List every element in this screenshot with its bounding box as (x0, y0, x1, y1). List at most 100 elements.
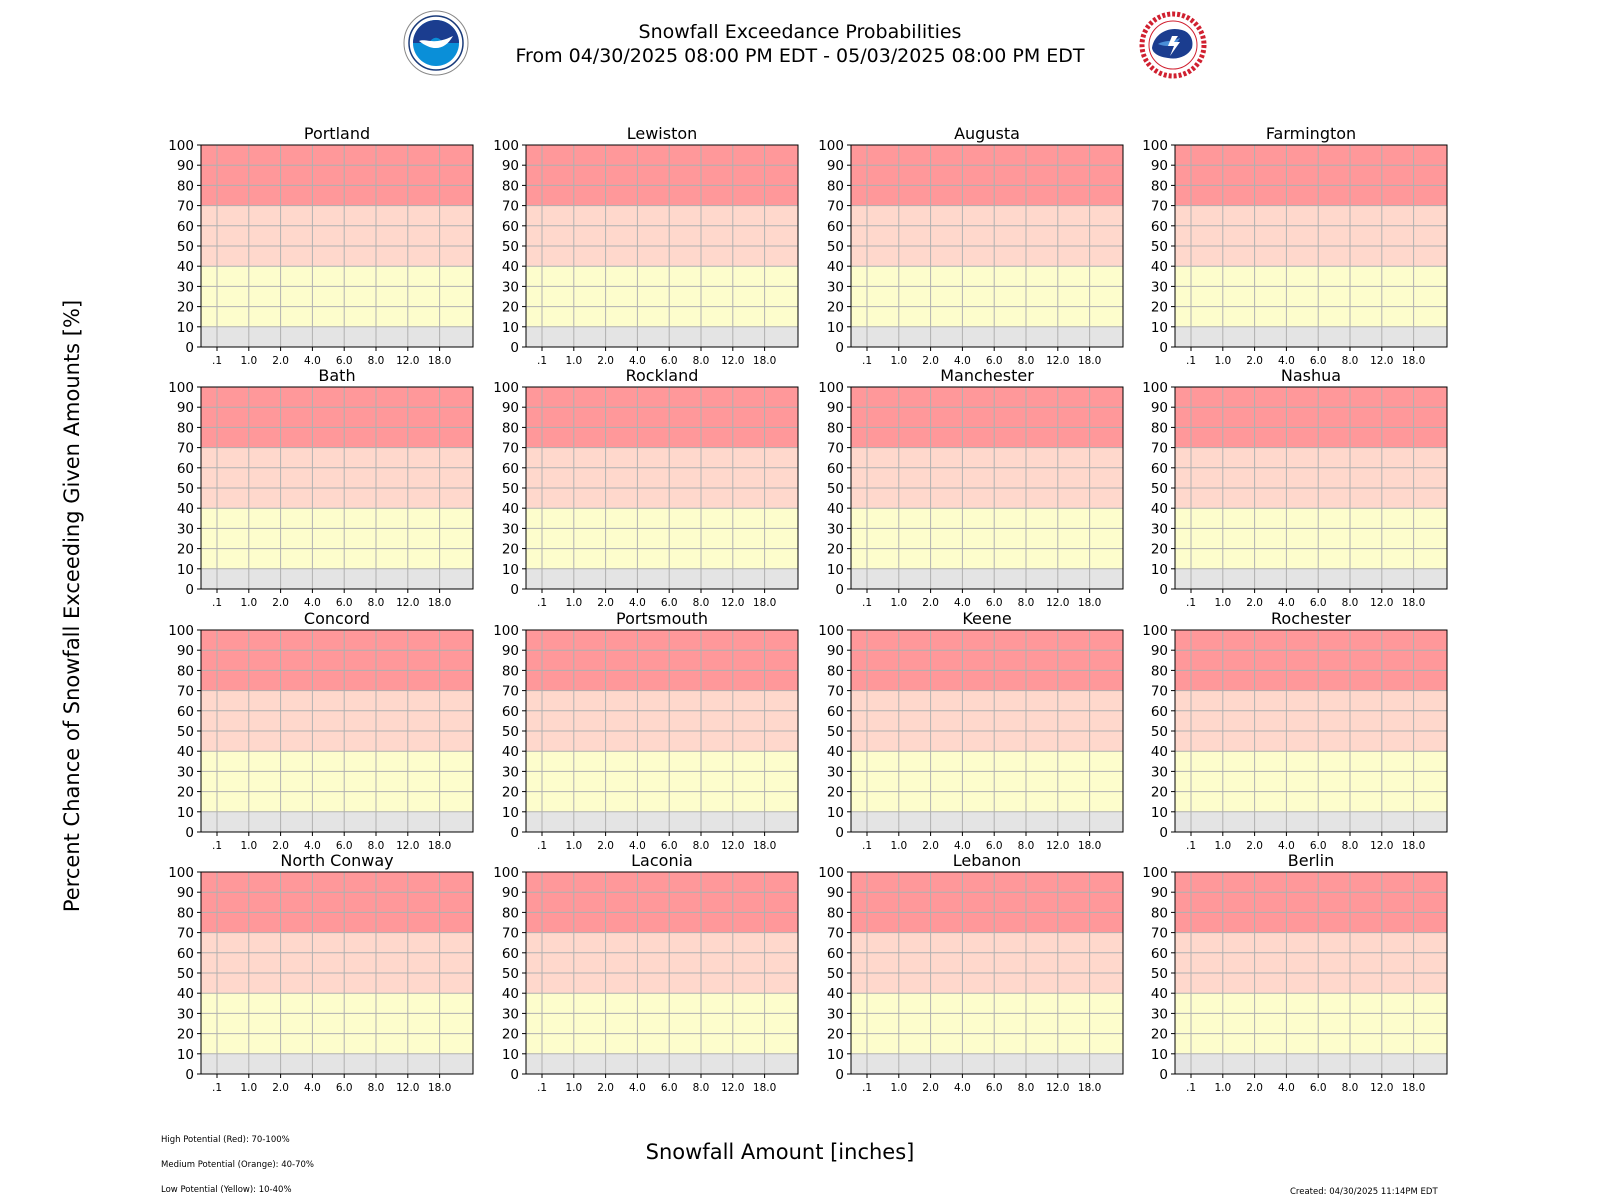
y-tick-label: 0 (510, 825, 519, 841)
chart-title: Snowfall Exceedance Probabilities (638, 21, 962, 43)
x-tick-label: 2.0 (597, 597, 614, 609)
y-tick-label: 0 (510, 582, 519, 598)
potential-band (851, 1053, 1123, 1074)
y-tick-label: 90 (502, 643, 519, 659)
x-tick-label: .1 (537, 355, 547, 367)
x-tick-label: .1 (537, 597, 547, 609)
y-tick-label: 30 (1151, 521, 1168, 537)
y-tick-label: 0 (1159, 340, 1168, 356)
y-tick-label: 20 (827, 300, 844, 316)
station-panel: 0 10 20 30 40 50 60 70 80 90 100 .1 1.0 2.0 4.0 6.0 8.0 1… (168, 124, 474, 367)
station-panel: 0 10 20 30 40 50 60 70 80 90 100 .1 1.0 2.0 4.0 6.0 8.0 1… (818, 366, 1124, 609)
legend-medium: Medium Potential (Orange): 40-70% (161, 1160, 315, 1170)
y-tick-label: 10 (827, 805, 844, 821)
y-tick-label: 10 (177, 562, 194, 578)
potential-band (1175, 811, 1447, 832)
y-tick-label: 10 (502, 562, 519, 578)
x-tick-label: 12.0 (1046, 1082, 1069, 1094)
potential-band (1175, 447, 1447, 509)
station-panel: 0 10 20 30 40 50 60 70 80 90 100 .1 1.0 2.0 4.0 6.0 8.0 1… (1142, 609, 1448, 852)
potential-band (1175, 326, 1447, 347)
potential-band (851, 266, 1123, 327)
potential-band (526, 872, 798, 933)
station-title: Laconia (631, 851, 693, 870)
y-tick-label: 40 (502, 986, 519, 1002)
y-tick-label: 10 (1151, 562, 1168, 578)
y-tick-label: 0 (510, 340, 519, 356)
y-tick-label: 0 (510, 1067, 519, 1083)
y-tick-label: 20 (177, 1027, 194, 1043)
x-tick-label: 12.0 (721, 1082, 744, 1094)
y-tick-label: 80 (827, 420, 844, 436)
station-title: Bath (318, 366, 355, 385)
y-tick-label: 50 (502, 239, 519, 255)
x-tick-label: 4.0 (304, 1082, 321, 1094)
x-tick-label: .1 (1186, 840, 1196, 852)
potential-band (201, 932, 473, 994)
x-tick-label: 18.0 (428, 355, 451, 367)
potential-band (201, 1053, 473, 1074)
y-tick-label: 50 (502, 966, 519, 982)
y-tick-label: 50 (1151, 966, 1168, 982)
x-tick-label: .1 (537, 1082, 547, 1094)
potential-band (201, 387, 473, 448)
y-tick-label: 20 (502, 542, 519, 558)
y-tick-label: 100 (168, 138, 194, 154)
y-tick-label: 40 (1151, 986, 1168, 1002)
x-tick-label: 6.0 (1310, 1082, 1327, 1094)
y-tick-label: 60 (502, 946, 519, 962)
potential-band (201, 690, 473, 752)
y-tick-label: 60 (502, 704, 519, 720)
potential-band (851, 630, 1123, 691)
x-tick-label: 18.0 (1078, 597, 1101, 609)
y-tick-label: 90 (1151, 158, 1168, 174)
x-tick-label: 12.0 (721, 597, 744, 609)
y-tick-label: 90 (827, 400, 844, 416)
y-tick-label: 0 (835, 825, 844, 841)
y-tick-label: 100 (818, 138, 844, 154)
potential-band (851, 326, 1123, 347)
legend-high: High Potential (Red): 70-100% (161, 1135, 290, 1145)
station-title: Berlin (1288, 851, 1334, 870)
y-tick-label: 70 (1151, 441, 1168, 457)
y-tick-label: 40 (1151, 501, 1168, 517)
y-tick-label: 80 (827, 178, 844, 194)
y-tick-label: 10 (502, 1047, 519, 1063)
y-tick-label: 30 (827, 764, 844, 780)
potential-band (526, 568, 798, 589)
y-tick-label: 20 (827, 542, 844, 558)
y-tick-label: 90 (177, 158, 194, 174)
x-tick-label: 8.0 (1342, 597, 1359, 609)
x-tick-label: 18.0 (1402, 840, 1425, 852)
x-tick-label: 12.0 (1046, 597, 1069, 609)
y-tick-label: 100 (1142, 138, 1168, 154)
y-tick-label: 90 (1151, 400, 1168, 416)
station-panel: 0 10 20 30 40 50 60 70 80 90 100 .1 1.0 2.0 4.0 6.0 8.0 1… (1142, 851, 1448, 1094)
y-tick-label: 60 (827, 219, 844, 235)
station-panel: 0 10 20 30 40 50 60 70 80 90 100 .1 1.0 2.0 4.0 6.0 8.0 1… (168, 851, 474, 1094)
x-tick-label: 18.0 (1402, 355, 1425, 367)
potential-band (851, 205, 1123, 267)
potential-band (526, 630, 798, 691)
x-tick-label: 2.0 (272, 355, 289, 367)
y-tick-label: 10 (502, 805, 519, 821)
y-tick-label: 50 (502, 724, 519, 740)
y-tick-label: 10 (1151, 805, 1168, 821)
y-tick-label: 20 (1151, 300, 1168, 316)
y-tick-label: 60 (177, 219, 194, 235)
y-tick-label: 30 (177, 521, 194, 537)
y-tick-label: 20 (177, 542, 194, 558)
station-title: Farmington (1266, 124, 1356, 143)
y-tick-label: 10 (1151, 320, 1168, 336)
y-tick-label: 20 (502, 1027, 519, 1043)
potential-band (1175, 568, 1447, 589)
station-panel: 0 10 20 30 40 50 60 70 80 90 100 .1 1.0 2.0 4.0 6.0 8.0 1… (168, 366, 474, 609)
y-tick-label: 100 (493, 138, 519, 154)
y-tick-label: 90 (827, 643, 844, 659)
x-tick-label: 12.0 (396, 1082, 419, 1094)
x-tick-label: 1.0 (565, 1082, 582, 1094)
x-tick-label: 8.0 (368, 355, 385, 367)
y-tick-label: 20 (502, 785, 519, 801)
x-tick-label: 6.0 (1310, 840, 1327, 852)
y-tick-label: 20 (827, 785, 844, 801)
